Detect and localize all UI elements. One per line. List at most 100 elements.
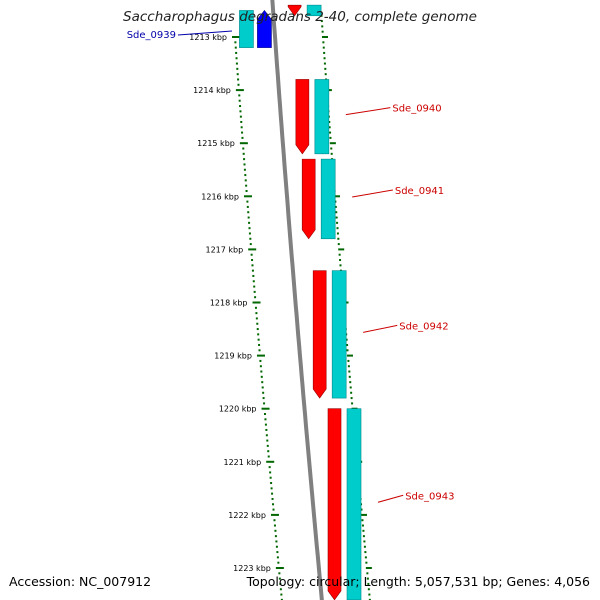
ruler-minor-tick: [276, 551, 279, 554]
ruler-minor-tick: [238, 99, 241, 102]
outer-ruler-tick: [363, 545, 366, 548]
outer-ruler-tick: [330, 147, 333, 150]
ruler-minor-tick: [247, 216, 250, 219]
ruler-minor-tick: [257, 338, 260, 341]
ruler-minor-tick: [280, 598, 283, 600]
outer-ruler-tick: [367, 582, 370, 585]
outer-ruler-tick: [323, 51, 326, 54]
ruler-minor-tick: [239, 115, 242, 118]
ruler-minor-tick: [263, 413, 266, 416]
ruler-minor-tick: [259, 359, 262, 362]
forward-gene-arrow: [287, 4, 302, 17]
genome-summary-text: Topology: circular; Length: 5,057,531 bp…: [246, 574, 590, 589]
ruler-minor-tick: [258, 343, 261, 346]
outer-ruler-tick: [334, 205, 337, 208]
ruler-minor-tick: [239, 110, 242, 113]
outer-ruler-tick: [337, 237, 340, 240]
outer-ruler-tick: [365, 567, 372, 569]
ruler-minor-tick: [270, 487, 273, 490]
ruler-minor-tick: [248, 227, 251, 230]
outer-ruler-tick: [368, 593, 371, 596]
ruler-minor-tick: [244, 179, 247, 182]
ruler-minor-tick: [239, 105, 242, 108]
ruler-minor-tick: [245, 184, 248, 187]
ruler-tick-label: 1222 kbp: [228, 511, 266, 520]
ruler-minor-tick: [240, 126, 243, 129]
ruler-minor-tick: [261, 386, 264, 389]
map-title: Saccharophagus degradans 2-40, complete …: [123, 9, 477, 25]
outer-ruler-tick: [360, 508, 363, 511]
ruler-minor-tick: [267, 455, 270, 458]
outer-ruler-tick: [329, 131, 332, 134]
outer-ruler-tick: [366, 577, 369, 580]
cds-block: [306, 4, 322, 17]
ruler-minor-tick: [234, 41, 237, 44]
ruler-minor-tick: [272, 508, 275, 511]
outer-ruler-tick: [361, 519, 364, 522]
outer-ruler-tick: [336, 227, 339, 230]
outer-ruler-tick: [336, 221, 339, 224]
ruler-minor-tick: [260, 370, 263, 373]
ruler-minor-tick: [243, 158, 246, 161]
gene-label-leader: [352, 189, 393, 198]
ruler-minor-tick: [260, 375, 263, 378]
ruler-minor-tick: [280, 593, 283, 596]
outer-ruler-tick: [351, 402, 354, 405]
gene-label-leader: [345, 107, 391, 116]
outer-ruler-tick: [320, 20, 323, 23]
ruler-minor-tick: [246, 200, 249, 203]
outer-ruler-tick: [324, 73, 327, 76]
ruler-tick-label: 1220 kbp: [219, 405, 257, 414]
ruler-minor-tick: [235, 57, 238, 60]
ruler-minor-tick: [268, 466, 271, 469]
ruler-minor-tick: [247, 211, 250, 214]
ruler-minor-tick: [236, 73, 239, 76]
forward-gene-arrow: [327, 408, 342, 600]
outer-ruler-tick: [350, 391, 353, 394]
outer-ruler-tick: [322, 41, 325, 44]
outer-ruler-tick: [349, 386, 352, 389]
ruler-minor-tick: [272, 503, 275, 506]
ruler-minor-tick: [251, 259, 254, 262]
ruler-minor-tick: [249, 243, 252, 246]
ruler-minor-tick: [256, 328, 259, 331]
outer-ruler-tick: [324, 67, 327, 70]
ruler-minor-tick: [261, 381, 264, 384]
outer-ruler-tick: [328, 120, 331, 123]
outer-ruler-tick: [337, 243, 340, 246]
ruler-minor-tick: [237, 83, 240, 86]
accession-text: Accession: NC_007912: [9, 574, 152, 589]
ruler-minor-tick: [262, 397, 265, 400]
outer-ruler-tick: [338, 248, 345, 251]
outer-ruler-tick: [362, 535, 365, 538]
outer-ruler-tick: [361, 524, 364, 527]
ruler-minor-tick: [243, 168, 246, 171]
gene-label: Sde_0942: [399, 321, 448, 332]
ruler-minor-tick: [262, 391, 265, 394]
ruler-minor-tick: [269, 476, 272, 479]
forward-gene-arrow: [312, 270, 327, 399]
outer-ruler-tick: [321, 30, 324, 33]
ruler-minor-tick: [253, 285, 256, 288]
outer-ruler-tick: [320, 14, 323, 17]
ruler-minor-tick: [235, 51, 238, 54]
cds-block: [314, 79, 330, 155]
ruler-minor-tick: [254, 306, 257, 309]
ruler-tick-label: 1218 kbp: [210, 299, 248, 308]
ruler-minor-tick: [269, 471, 272, 474]
ruler-minor-tick: [279, 582, 282, 585]
outer-ruler-tick: [360, 513, 367, 516]
outer-ruler-tick: [363, 540, 366, 543]
outer-ruler-tick: [368, 598, 371, 600]
ruler-minor-tick: [270, 482, 273, 485]
ruler-minor-tick: [242, 152, 245, 155]
ruler-minor-tick: [258, 349, 261, 352]
ruler-minor-tick: [246, 205, 249, 208]
outer-ruler-tick: [322, 46, 325, 49]
reverse-gene-arrow: [257, 9, 272, 48]
outer-ruler-tick: [348, 375, 351, 378]
outer-ruler-tick: [366, 572, 369, 575]
outer-ruler-tick: [339, 259, 342, 262]
ruler-minor-tick: [234, 46, 237, 49]
